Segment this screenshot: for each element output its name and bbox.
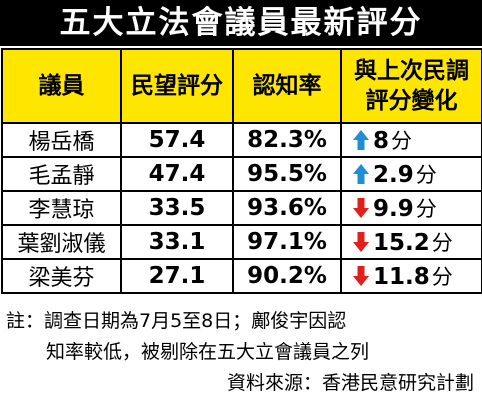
data-row: 李慧琼 33.5 93.6% 9.9分 <box>1 190 482 226</box>
title: 五大立法會議員最新評分 <box>0 0 482 46</box>
rate-cell: 95.5% <box>232 156 342 192</box>
score-table: 議員 民望評分 認知率 與上次民調 評分變化 楊岳橋 57.4 82.3% 8分 毛孟靜 4… <box>1 48 482 294</box>
change-cell: 8分 <box>340 122 482 158</box>
change-value: 2.9 <box>373 162 414 188</box>
change-unit: 分 <box>431 231 453 255</box>
score-cell: 27.1 <box>120 258 234 294</box>
change-value: 15.2 <box>373 230 430 256</box>
down-arrow <box>353 232 369 252</box>
name-cell: 毛孟靜 <box>1 156 122 192</box>
change-value: 8 <box>373 128 390 154</box>
source: 資料來源：香港民意研究計劃 <box>226 372 474 394</box>
header-cell: 認知率 <box>232 48 342 124</box>
data-row: 葉劉淑儀 33.1 97.1% 15.2分 <box>1 224 482 260</box>
change-unit: 分 <box>415 197 437 221</box>
up-arrow <box>353 164 369 184</box>
change-cell: 11.8分 <box>340 258 482 294</box>
header-cell: 民望評分 <box>120 48 234 124</box>
down-arrow <box>353 198 369 218</box>
change-cell: 15.2分 <box>340 224 482 260</box>
change-value: 9.9 <box>373 196 414 222</box>
rate-cell: 82.3% <box>232 122 342 158</box>
up-arrow <box>353 130 369 150</box>
score-cell: 33.1 <box>120 224 234 260</box>
note: 知率較低，被剔除在五大立會議員之列 <box>46 341 370 363</box>
down-arrow <box>353 266 369 286</box>
change-unit: 分 <box>391 129 413 153</box>
header-row: 議員 民望評分 認知率 與上次民調評分變化 <box>1 48 482 124</box>
note: 註：調查日期為7月5至8日；鄺俊宇因認 <box>6 310 347 332</box>
rate-cell: 90.2% <box>232 258 342 294</box>
notes: 註：調查日期為7月5至8日；鄺俊宇因認 知率較低，被剔除在五大立會議員之列 資料… <box>0 306 482 399</box>
header-line: 與上次民調 <box>354 58 469 84</box>
header-cell: 與上次民調 評分變化 <box>340 48 482 124</box>
score-cell: 47.4 <box>120 156 234 192</box>
rate-cell: 97.1% <box>232 224 342 260</box>
name-cell: 李慧琼 <box>1 190 122 226</box>
change-cell: 9.9分 <box>340 190 482 226</box>
header-line: 評分變化 <box>365 88 458 114</box>
change-cell: 2.9分 <box>340 156 482 192</box>
data-row: 梁美芬 27.1 90.2% 11.8分 <box>1 258 482 294</box>
score-cell: 33.5 <box>120 190 234 226</box>
name-cell: 葉劉淑儀 <box>1 224 122 260</box>
change-unit: 分 <box>415 163 437 187</box>
score-cell: 57.4 <box>120 122 234 158</box>
name-cell: 梁美芬 <box>1 258 122 294</box>
rate-cell: 93.6% <box>232 190 342 226</box>
name-cell: 楊岳橋 <box>1 122 122 158</box>
data-row: 楊岳橋 57.4 82.3% 8分 <box>1 122 482 158</box>
table-body: 楊岳橋 57.4 82.3% 8分 毛孟靜 47.4 95.5% 2.9分 李慧琼 33.5 93.… <box>1 122 482 294</box>
data-row: 毛孟靜 47.4 95.5% 2.9分 <box>1 156 482 192</box>
change-value: 11.8 <box>373 264 430 290</box>
change-unit: 分 <box>431 265 453 289</box>
header-cell: 議員 <box>1 48 122 124</box>
